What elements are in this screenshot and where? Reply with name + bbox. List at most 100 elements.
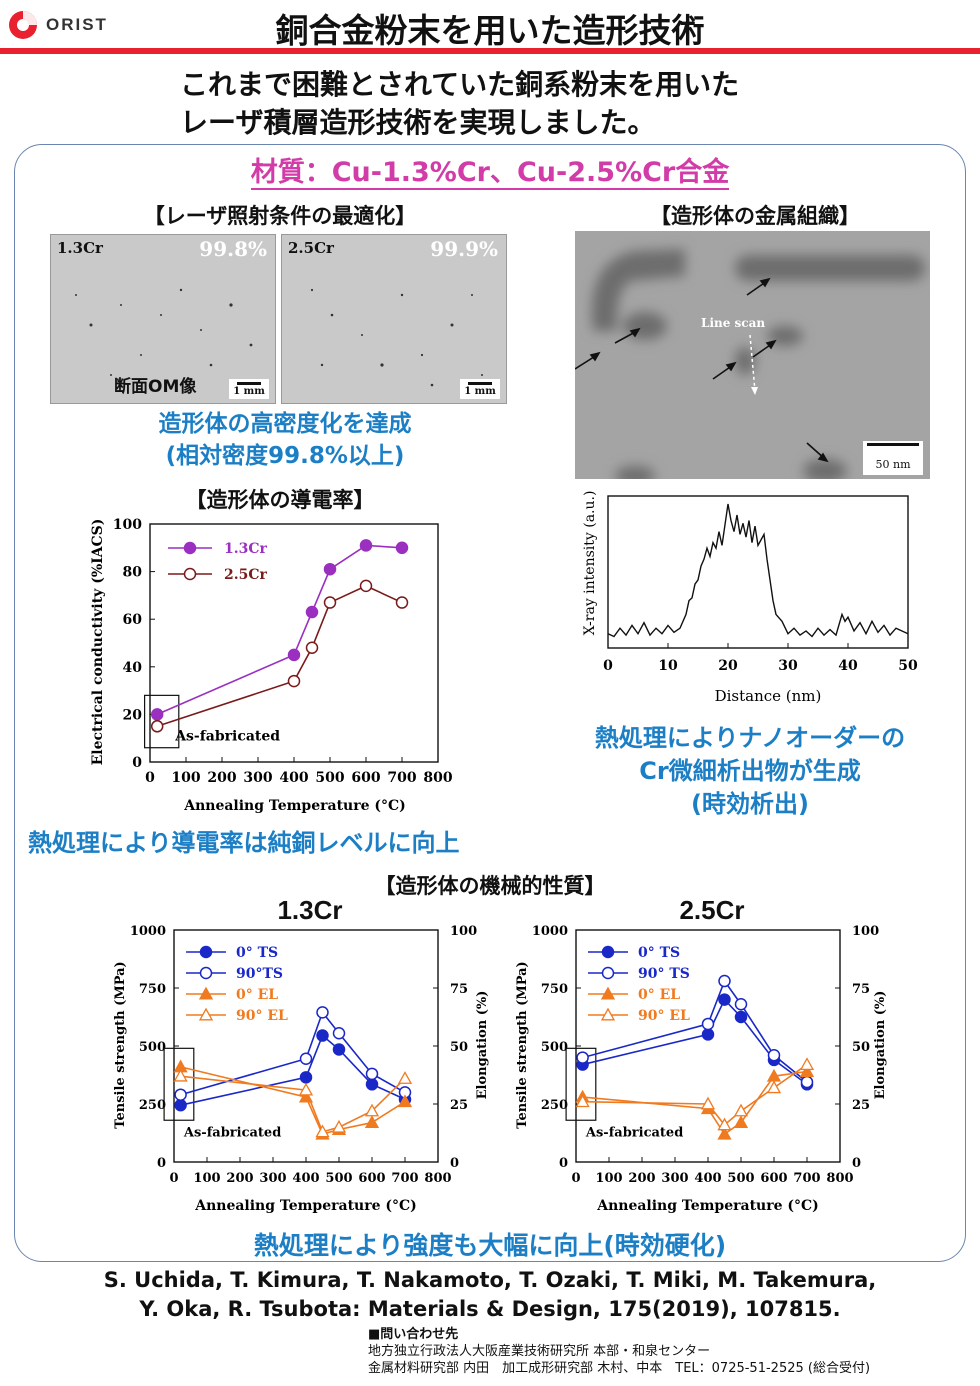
conductivity-ylabel: Electrical conductivity (%IACS) xyxy=(90,519,106,766)
header-accent-line xyxy=(0,48,980,54)
mech-2-legend-label: 0° EL xyxy=(638,987,680,1003)
reference-line-2: Y. Oka, R. Tsubota: Materials & Design, … xyxy=(139,1297,841,1321)
mech-1-ytick-label: 750 xyxy=(139,982,166,997)
conductivity-plot-frame xyxy=(149,523,439,763)
conductivity-legend-marker xyxy=(183,567,197,581)
conductivity-xtick-label: 500 xyxy=(315,770,344,786)
mech-2-series-line xyxy=(582,998,808,1085)
om-label-2: 2.5Cr xyxy=(288,239,334,257)
tem-scale-text: 50 nm xyxy=(875,458,911,471)
mech-2-xtick-label: 0 xyxy=(571,1171,580,1186)
mech-2-point xyxy=(734,1010,748,1024)
mech-2-series-line xyxy=(582,1070,808,1136)
line-scan-xtick-label: 20 xyxy=(718,658,738,674)
mech-2-ylabel: Tensile strength (MPa) xyxy=(515,961,530,1128)
mech-2-point xyxy=(766,1080,782,1094)
om-caption: 断面OM像 xyxy=(114,377,197,397)
mech-2-point xyxy=(799,1057,815,1071)
subtitle-line-2: レーザ積層造形技術を実現しました。 xyxy=(180,106,656,139)
mech-1-point xyxy=(298,1082,314,1096)
reference-line-1: S. Uchida, T. Kimura, T. Nakamoto, T. Oz… xyxy=(103,1268,877,1292)
mech-2-legend-marker xyxy=(600,986,616,1000)
mech-1-point xyxy=(364,1103,380,1117)
mech-2-xtick-label: 500 xyxy=(727,1171,754,1186)
conductivity-xlabel: Annealing Temperature (°C) xyxy=(183,798,406,814)
om-scalebar-2: 1 mm xyxy=(460,379,500,399)
conductivity-point xyxy=(305,641,319,655)
conductivity-xtick-label: 300 xyxy=(243,770,272,786)
mech-2-legend-label: 90° EL xyxy=(638,1008,690,1024)
tem-line-scan-label: Line scan xyxy=(701,316,765,330)
conductivity-section-heading: 【造形体の導電率】 xyxy=(185,488,375,512)
mech-1-ytick-label: 250 xyxy=(139,1098,166,1113)
contact-info: ■問い合わせ先 地方独立行政法人大阪産業技術研究所 本部・和泉センター 金属材料… xyxy=(368,1326,870,1377)
contact-line-1: 地方独立行政法人大阪産業技術研究所 本部・和泉センター xyxy=(368,1344,711,1359)
mech-1-ylabel: Tensile strength (MPa) xyxy=(113,961,128,1128)
density-result-line-2: (相対密度99.8%以上) xyxy=(165,443,405,469)
mech-2-point xyxy=(800,1075,814,1089)
mech-2-xtick-label: 700 xyxy=(793,1171,820,1186)
mech-2-xtick-label: 600 xyxy=(760,1171,787,1186)
laser-section-heading: 【レーザ照射条件の最適化】 xyxy=(143,204,417,228)
conductivity-point xyxy=(287,648,301,662)
mech-1-point xyxy=(397,1071,413,1084)
mech-1-legend-label: 90° EL xyxy=(236,1008,288,1024)
mech-2-series-line xyxy=(582,979,808,1083)
line-scan-xtick-label: 10 xyxy=(658,658,678,674)
mech-1-series-line xyxy=(180,1010,406,1096)
om-texture-2 xyxy=(310,288,483,387)
conductivity-xtick-label: 800 xyxy=(423,770,452,786)
mech-title-2.5Cr: 2.5Cr xyxy=(679,895,745,925)
orist-logo: ORIST xyxy=(8,10,108,40)
mech-1-point xyxy=(174,1098,187,1112)
conductivity-ytick-label: 20 xyxy=(123,707,143,723)
subtitle-line-1: これまで困難とされていた銅系粉末を用いた xyxy=(180,68,740,101)
mech-1-xtick-label: 800 xyxy=(424,1171,451,1186)
density-result: 造形体の高密度化を達成 (相対密度99.8%以上) xyxy=(40,408,530,472)
conductivity-point xyxy=(150,720,164,733)
mech-2-point xyxy=(700,1096,716,1110)
mech-1-xtick-label: 400 xyxy=(292,1171,319,1186)
line-scan-ylabel: X-ray intensity (a.u.) xyxy=(582,491,598,636)
line-scan-xtick-label: 40 xyxy=(838,658,858,674)
mechanical-result: 熱処理により強度も大幅に向上(時効硬化) xyxy=(253,1231,727,1260)
mech-2-xtick-label: 400 xyxy=(694,1171,721,1186)
mech-2-ytick-label: 1000 xyxy=(532,924,568,939)
mech-2-legend-marker xyxy=(601,945,615,959)
mech-1-xtick-label: 700 xyxy=(391,1171,418,1186)
mech-1-legend-marker xyxy=(198,1007,214,1021)
conductivity-point xyxy=(305,605,319,619)
conductivity-point xyxy=(395,596,409,609)
mech-1-point xyxy=(332,1043,346,1056)
mech-2-ytick-label: 500 xyxy=(541,1040,568,1055)
conductivity-legend-label: 2.5Cr xyxy=(224,567,267,583)
mech-1-y2tick-label: 100 xyxy=(450,924,477,939)
mech-2-point xyxy=(701,1028,715,1041)
mech-2-legend-label: 90° TS xyxy=(638,966,690,982)
conductivity-xtick-label: 0 xyxy=(145,770,155,786)
contact-line-2: 金属材料研究部 内田 加工成形研究部 木村、中本 TEL：0725-51-252… xyxy=(368,1361,871,1376)
mech-1-y2tick-label: 25 xyxy=(450,1098,468,1113)
mech-chart-1.3Cr: 0 100 200 300 400 500 600 700 800025050075010000… xyxy=(113,924,490,1214)
mech-2-legend-label: 0° TS xyxy=(638,945,680,961)
mech-1-point xyxy=(299,1071,313,1084)
conductivity-xtick-label: 200 xyxy=(207,770,236,786)
mech-1-legend-marker xyxy=(199,945,213,959)
as-fabricated-box xyxy=(143,694,180,749)
orist-logo-icon xyxy=(9,11,37,39)
om-density-1: 99.8% xyxy=(199,237,267,261)
reference: S. Uchida, T. Kimura, T. Nakamoto, T. Oz… xyxy=(0,1266,980,1324)
as-fabricated-label: As-fabricated xyxy=(174,729,280,745)
mech-1-xlabel: Annealing Temperature (°C) xyxy=(194,1198,417,1214)
mech-2-point xyxy=(733,1115,749,1129)
precipitate-result-line-1: 熱処理によりナノオーダーの xyxy=(594,724,906,752)
mech-2-y2tick-label: 100 xyxy=(852,924,879,939)
conductivity-chart: 0 100 200 300 400 500 600 700 800 0 20 40 60 80 100 As-… xyxy=(90,517,453,814)
mech-1-y2tick-label: 75 xyxy=(450,982,468,997)
precipitate-result: 熱処理によりナノオーダーの Cr微細析出物が生成 (時効析出) xyxy=(540,722,960,821)
mech-1-xtick-label: 300 xyxy=(259,1171,286,1186)
conductivity-ytick-label: 80 xyxy=(123,565,143,581)
mech-1-series-line xyxy=(180,1066,406,1136)
line-scan-xlabel: Distance (nm) xyxy=(715,687,822,705)
precipitate-result-line-2: Cr微細析出物が生成 xyxy=(639,757,861,785)
